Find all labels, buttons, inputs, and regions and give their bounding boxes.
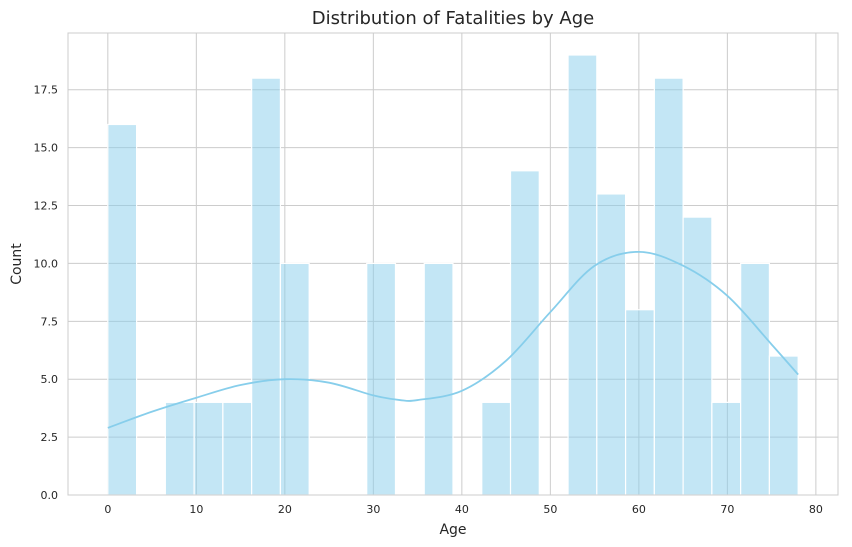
x-tick-label-4: 40 — [455, 503, 469, 516]
histogram-bar-19 — [653, 77, 684, 496]
histogram-bar-17 — [596, 193, 627, 496]
histogram-bar-4 — [222, 401, 253, 496]
x-tick-label-3: 30 — [366, 503, 380, 516]
histogram-bars — [107, 54, 799, 496]
x-tick-label-0: 0 — [104, 503, 111, 516]
histogram-bar-18 — [624, 309, 655, 496]
y-tick-label-3: 7.5 — [41, 315, 59, 328]
x-tick-label-6: 60 — [632, 503, 646, 516]
y-tick-label-0: 0.0 — [41, 489, 59, 502]
histogram-bar-3 — [193, 401, 224, 496]
x-axis-label: Age — [439, 522, 466, 538]
histogram-bar-16 — [567, 54, 598, 496]
histogram-bar-2 — [164, 401, 195, 496]
histogram-bar-13 — [481, 401, 512, 496]
histogram-bar-0 — [107, 123, 138, 496]
histogram-bar-20 — [682, 216, 713, 496]
y-tick-label-2: 5.0 — [41, 373, 59, 386]
chart-title: Distribution of Fatalities by Age — [312, 8, 594, 29]
histogram-bar-23 — [768, 355, 799, 496]
histogram-bar-9 — [366, 262, 397, 496]
y-tick-label-4: 10.0 — [34, 257, 59, 270]
y-tick-label-7: 17.5 — [34, 84, 59, 97]
histogram-bar-14 — [509, 170, 540, 496]
histogram-bar-5 — [251, 77, 282, 496]
y-tick-label-5: 12.5 — [34, 200, 59, 213]
y-tick-label-6: 15.0 — [34, 142, 59, 155]
histogram-bar-22 — [740, 262, 771, 496]
y-axis-ticks: 0.0 2.5 5.0 7.5 10.0 12.5 15.0 17.5 — [34, 84, 59, 502]
x-tick-label-5: 50 — [543, 503, 557, 516]
x-tick-label-1: 10 — [189, 503, 203, 516]
y-axis-label: Count — [9, 243, 25, 285]
x-tick-label-7: 70 — [720, 503, 734, 516]
histogram-bar-21 — [711, 401, 742, 496]
plot-frame — [67, 32, 839, 496]
x-axis-ticks: 0 10 20 30 40 50 60 70 80 — [104, 503, 823, 516]
histogram-bar-11 — [423, 262, 454, 496]
x-tick-label-2: 20 — [278, 503, 292, 516]
x-tick-label-8: 80 — [809, 503, 823, 516]
y-tick-label-1: 2.5 — [41, 431, 59, 444]
kde-curve — [107, 250, 799, 429]
